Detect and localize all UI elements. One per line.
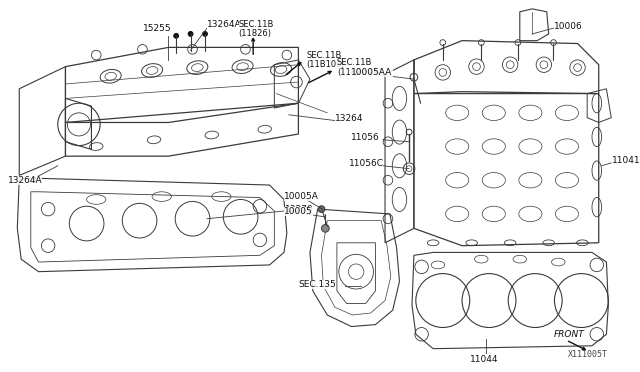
Text: (11826): (11826) [239,29,272,38]
Circle shape [173,33,179,38]
Text: SEC.11B: SEC.11B [239,20,274,29]
Text: 13264AA: 13264AA [207,20,248,29]
Text: SEC.11B: SEC.11B [337,58,372,67]
Circle shape [203,32,207,36]
Circle shape [188,32,193,36]
Text: (11826+A): (11826+A) [337,68,383,77]
Circle shape [321,225,329,232]
Circle shape [318,206,325,212]
Text: X111005T: X111005T [568,350,609,359]
Text: 11041: 11041 [612,157,640,166]
Text: 11056C: 11056C [348,159,383,169]
Text: 11044: 11044 [470,355,499,364]
Text: 10005A: 10005A [284,192,319,201]
Text: SEC.135: SEC.135 [298,280,336,289]
Text: 15255: 15255 [143,24,171,33]
Text: 13264: 13264 [335,114,364,123]
Text: 10006: 10006 [554,22,583,31]
Text: SEC.11B: SEC.11B [306,51,342,60]
Text: 10005: 10005 [284,208,313,217]
Text: 10005AA: 10005AA [351,68,392,77]
Text: 13270: 13270 [285,205,314,214]
Text: FRONT: FRONT [554,330,584,339]
Text: 13264A: 13264A [8,176,42,185]
Text: 11056: 11056 [351,134,380,142]
Text: (11B10E): (11B10E) [306,60,345,69]
